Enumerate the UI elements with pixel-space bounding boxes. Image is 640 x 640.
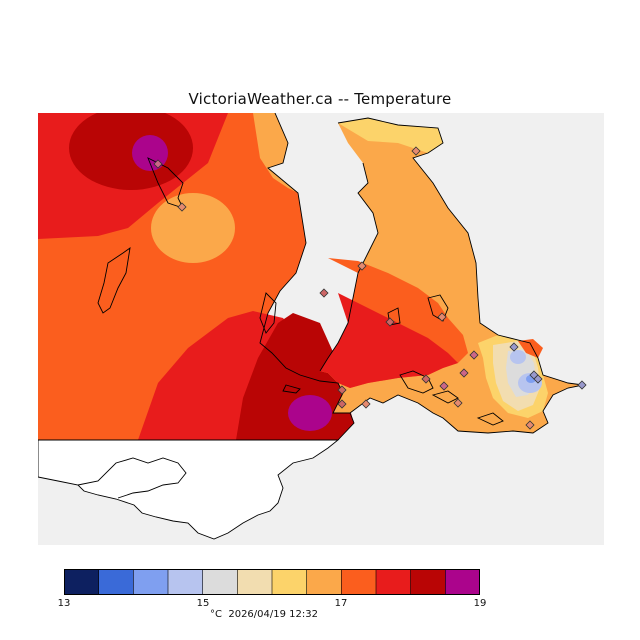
colorbar-bin [445,569,480,595]
legend-unit: °C [210,609,222,620]
station-marker [177,202,187,212]
station-marker [469,350,479,360]
station-marker [437,312,447,322]
colorbar-tick-label: 15 [196,598,210,609]
colorbar-bin [376,569,412,595]
station-marker [411,146,421,156]
legend-timestamp: 2026/04/19 12:32 [228,609,318,620]
temperature-field-west [38,113,354,440]
station-marker [509,342,519,352]
temperature-field-east [320,118,583,433]
colorbar-bin [202,569,238,595]
colorbar-bin [341,569,377,595]
colorbar-tick-label: 13 [57,598,71,609]
colorbar-bin [306,569,342,595]
colorbar-bin [133,569,169,595]
station-marker [439,381,449,391]
station-marker [153,159,163,169]
colorbar-bin [98,569,134,595]
weather-stations [153,146,587,430]
station-marker [421,374,431,384]
station-marker [361,399,371,409]
colorbar-bin [168,569,204,595]
station-marker [385,317,395,327]
station-marker [337,385,347,395]
temperature-map [38,113,604,545]
temperature-colorbar [64,569,480,595]
station-marker [525,420,535,430]
station-marker [319,288,329,298]
legend-footer: °C 2026/04/19 12:32 [210,609,318,620]
colorbar-bin [64,569,100,595]
station-marker [357,261,367,271]
colorbar-bin [237,569,273,595]
colorbar-bin [410,569,446,595]
colorbar-tick-label: 19 [473,598,487,609]
station-marker [453,398,463,408]
station-marker [337,399,347,409]
colorbar-bin [272,569,308,595]
land-outside-grid [38,439,340,540]
station-marker [577,380,587,390]
colorbar-tick-label: 17 [334,598,348,609]
station-marker [533,374,543,384]
station-marker [459,368,469,378]
colorbar-border [64,569,480,595]
map-title: VictoriaWeather.ca -- Temperature [188,90,452,108]
